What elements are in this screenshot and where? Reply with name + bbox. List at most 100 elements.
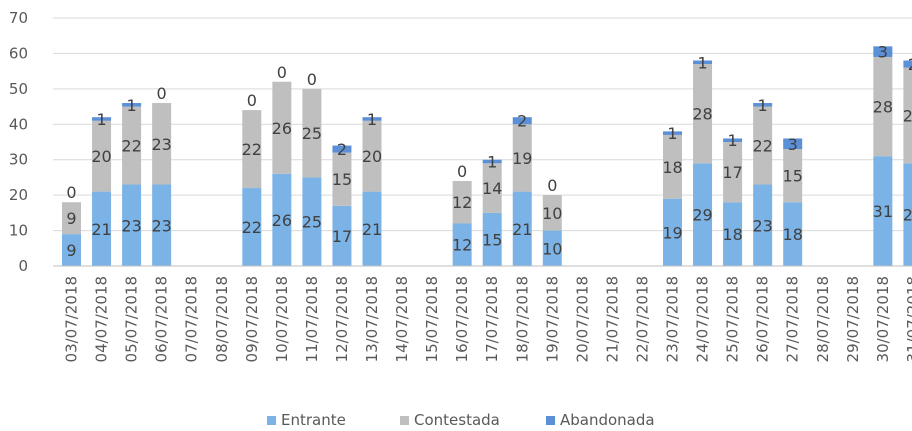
data-label-entrante: 29 — [903, 206, 912, 225]
bar-segment-contestada — [272, 81, 292, 174]
x-tick-label: 06/07/2018 — [153, 276, 171, 362]
data-label-abandonada: 1 — [667, 124, 677, 143]
bar-segment-contestada — [512, 124, 532, 192]
data-label-entrante: 15 — [482, 230, 502, 249]
x-tick-label: 21/07/2018 — [603, 276, 621, 362]
bar-segment-entrante — [873, 156, 893, 266]
data-label-contestada: 9 — [66, 209, 76, 228]
y-tick-label: 0 — [18, 257, 28, 275]
bar-segment-abandonada — [903, 60, 912, 68]
x-tick-label: 28/07/2018 — [814, 276, 832, 362]
x-tick-label: 22/07/2018 — [633, 276, 651, 362]
bar-segment-abandonada — [332, 145, 352, 153]
bar-segment-contestada — [693, 64, 713, 164]
data-label-contestada: 22 — [121, 137, 141, 156]
data-label-contestada: 28 — [873, 98, 893, 117]
bar-segment-contestada — [663, 134, 682, 199]
data-label-entrante: 18 — [722, 225, 742, 244]
x-tick-label: 16/07/2018 — [453, 276, 471, 362]
x-tick-label: 19/07/2018 — [543, 276, 561, 362]
bar-segment-entrante — [663, 198, 682, 266]
bar-segment-entrante — [482, 212, 502, 266]
data-label-contestada: 14 — [482, 179, 502, 198]
data-label-abandonada: 1 — [728, 131, 738, 150]
x-tick-label: 05/07/2018 — [123, 276, 141, 362]
data-label-entrante: 10 — [542, 239, 562, 258]
data-label-abandonada: 2 — [908, 55, 912, 74]
bar-segment-contestada — [332, 152, 352, 206]
data-label-abandonada: 3 — [788, 135, 798, 154]
bar-segment-entrante — [723, 202, 743, 266]
x-tick-label: 10/07/2018 — [273, 276, 291, 362]
y-axis: 0 10 20 30 40 50 60 70 — [9, 9, 28, 275]
data-label-entrante: 17 — [332, 227, 352, 246]
bar-segment-entrante — [903, 163, 912, 266]
bar-segment-abandonada — [482, 159, 502, 164]
bar-segment-entrante — [272, 173, 292, 266]
bar-segment-contestada — [362, 120, 382, 192]
y-tick-label: 70 — [9, 9, 28, 27]
bar-segment-contestada — [482, 163, 502, 213]
data-label-contestada: 20 — [362, 147, 382, 166]
data-label-abandonada: 0 — [247, 91, 257, 110]
data-label-entrante: 23 — [121, 216, 141, 235]
bar-segment-entrante — [783, 202, 803, 266]
legend-label-entrante: Entrante — [281, 411, 346, 429]
data-label-contestada: 15 — [783, 167, 803, 186]
bar-segment-entrante — [152, 184, 172, 266]
legend-swatch-entrante — [267, 416, 276, 425]
legend-label-abandonada: Abandonada — [560, 411, 655, 429]
bar-segment-contestada — [542, 195, 562, 231]
data-label-entrante: 12 — [452, 236, 472, 255]
bar-segment-abandonada — [873, 46, 893, 57]
x-tick-label: 12/07/2018 — [333, 276, 351, 362]
data-label-contestada: 10 — [542, 204, 562, 223]
bar-segment-contestada — [62, 202, 81, 235]
x-axis: 03/07/2018 04/07/2018 05/07/2018 06/07/2018… — [53, 265, 912, 362]
data-label-contestada: 12 — [452, 193, 472, 212]
bar-segment-abandonada — [362, 117, 382, 121]
bar-segment-entrante — [242, 188, 262, 266]
data-labels: 9902120123221232302222026260252501715221… — [66, 43, 912, 260]
data-label-abandonada: 1 — [96, 110, 106, 129]
bar-segment-abandonada — [753, 103, 773, 107]
data-label-entrante: 23 — [151, 216, 171, 235]
data-label-contestada: 20 — [91, 147, 111, 166]
data-label-abandonada: 0 — [66, 183, 76, 202]
gridlines — [53, 17, 912, 232]
data-label-entrante: 21 — [512, 220, 532, 239]
bar-segment-entrante — [542, 230, 562, 266]
data-label-entrante: 9 — [66, 241, 76, 260]
x-tick-label: 26/07/2018 — [754, 276, 772, 362]
x-tick-label: 20/07/2018 — [573, 276, 591, 362]
bar-segment-entrante — [122, 184, 142, 266]
data-label-contestada: 22 — [242, 140, 262, 159]
bar-segment-contestada — [242, 110, 262, 189]
x-tick-label: 13/07/2018 — [363, 276, 381, 362]
data-label-abandonada: 3 — [878, 43, 888, 62]
legend-swatch-contestada — [400, 416, 409, 425]
data-label-abandonada: 1 — [758, 96, 768, 115]
x-tick-label: 11/07/2018 — [303, 276, 321, 362]
x-tick-label: 09/07/2018 — [243, 276, 261, 362]
x-tick-label: 04/07/2018 — [93, 276, 111, 362]
x-tick-label: 24/07/2018 — [694, 276, 712, 362]
data-label-contestada: 23 — [151, 135, 171, 154]
x-tick-label: 08/07/2018 — [213, 276, 231, 362]
x-tick-label: 23/07/2018 — [664, 276, 682, 362]
x-tick-label: 14/07/2018 — [393, 276, 411, 362]
x-tick-label: 31/07/2018 — [904, 276, 912, 362]
x-tick-label: 25/07/2018 — [724, 276, 742, 362]
data-label-entrante: 19 — [662, 223, 682, 242]
bar-segment-entrante — [92, 191, 112, 266]
bar-segment-entrante — [753, 184, 773, 266]
data-label-abandonada: 1 — [487, 152, 497, 171]
data-label-abandonada: 0 — [307, 70, 317, 89]
data-label-entrante: 25 — [302, 213, 322, 232]
bars — [62, 46, 912, 266]
x-tick-label: 29/07/2018 — [844, 276, 862, 362]
data-label-entrante: 21 — [362, 220, 382, 239]
data-label-abandonada: 0 — [157, 84, 167, 103]
data-label-contestada: 15 — [332, 170, 352, 189]
